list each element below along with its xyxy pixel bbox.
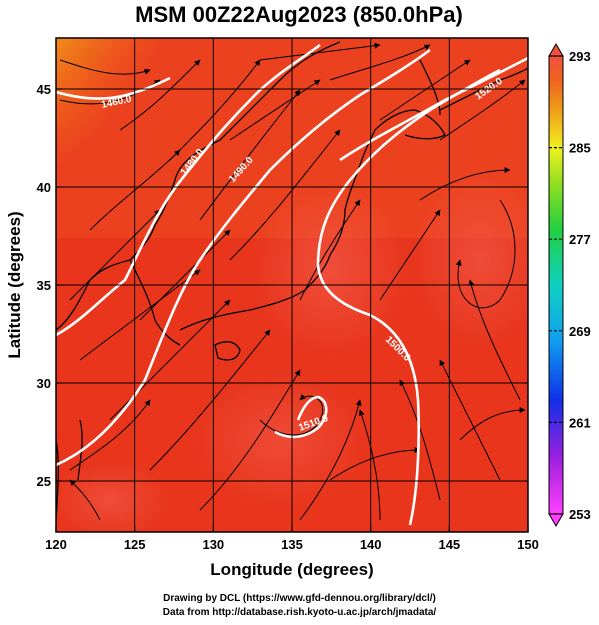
- contour-1500: [316, 68, 501, 526]
- colorbar: 293 285 277 269 261 253: [548, 43, 591, 527]
- x-tick-label: 125: [124, 537, 146, 552]
- gridlines: [56, 38, 528, 532]
- y-tick-label: 35: [37, 278, 51, 293]
- colorbar-tick-label: 261: [569, 415, 591, 430]
- colorbar-ticks: 293 285 277 269 261 253: [549, 49, 591, 522]
- credit-drawing: Drawing by DCL (https://www.gfd-dennou.o…: [163, 593, 436, 604]
- x-tick-label: 145: [438, 537, 460, 552]
- x-axis-ticks: 120 125 130 135 140 145 150: [45, 526, 539, 552]
- heatmap-warm-spot-a: [250, 180, 410, 360]
- heatmap-warm-spot-d: [56, 460, 170, 532]
- colorbar-tick-label: 285: [569, 141, 591, 156]
- height-contours: [56, 43, 528, 526]
- x-tick-label: 150: [517, 537, 539, 552]
- credit-data: Data from http://database.rish.kyoto-u.a…: [162, 607, 437, 618]
- kyushu-coast: [214, 341, 241, 361]
- chart-title: MSM 00Z22Aug2023 (850.0hPa): [135, 2, 463, 27]
- heatmap-field: 1460.0 1480.0 1490.0 1500.0 1510.0 1520.…: [56, 38, 528, 532]
- japan-honshu-north: [329, 129, 376, 256]
- x-axis-label: Longitude (degrees): [210, 560, 373, 579]
- y-axis-label: Latitude (degrees): [5, 211, 24, 358]
- colorbar-tick-label: 293: [569, 49, 591, 64]
- y-tick-label: 25: [37, 474, 51, 489]
- colorbar-scale: [548, 55, 564, 515]
- heatmap-warm-spot-c: [190, 370, 370, 510]
- contour-closed-1500: [274, 395, 328, 439]
- heatmap-warm-spot-b: [410, 170, 528, 350]
- streamlines: [59, 42, 526, 521]
- y-tick-label: 45: [37, 82, 51, 97]
- heatmap-cool-region: [56, 38, 206, 218]
- y-tick-label: 30: [37, 376, 51, 391]
- hokkaido-coast: [374, 109, 446, 140]
- y-tick-label: 40: [37, 180, 51, 195]
- colorbar-tick-label: 269: [569, 324, 591, 339]
- colorbar-tick-label: 253: [569, 507, 591, 522]
- colorbar-min-arrow: [548, 513, 564, 527]
- korea-coast: [129, 259, 181, 346]
- y-axis-ticks: 25 30 35 40 45: [37, 82, 62, 489]
- x-tick-label: 135: [281, 537, 303, 552]
- contour-1460: [56, 76, 171, 100]
- x-tick-label: 130: [202, 537, 224, 552]
- x-tick-label: 120: [45, 537, 67, 552]
- contour-1520: [339, 56, 528, 162]
- colorbar-tick-label: 277: [569, 232, 591, 247]
- contour-1480: [56, 43, 321, 337]
- contour-1490: [56, 48, 431, 467]
- colorbar-max-arrow: [548, 43, 564, 57]
- x-tick-label: 140: [360, 537, 382, 552]
- kuril-islands: [439, 67, 528, 111]
